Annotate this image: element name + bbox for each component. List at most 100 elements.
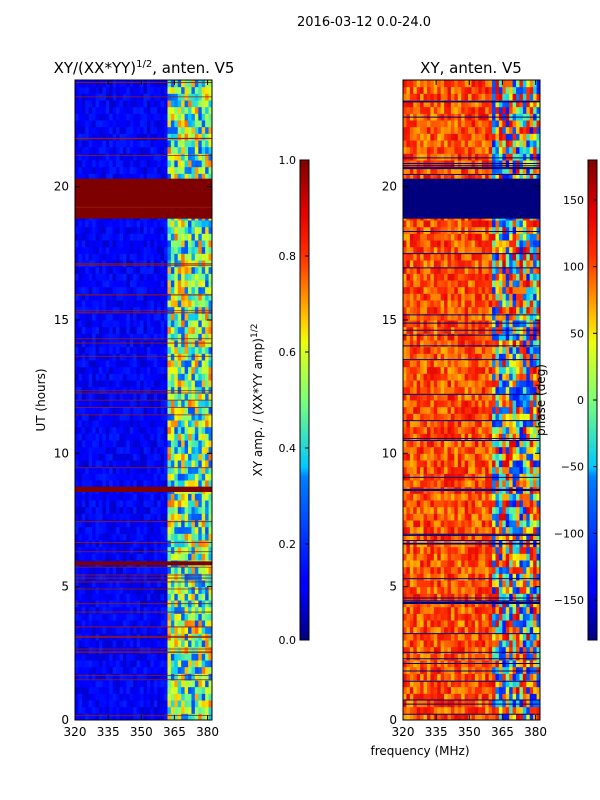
- heatmap-cell: [164, 120, 168, 128]
- heatmap-cell: [75, 353, 79, 361]
- heatmap-cell: [109, 120, 114, 128]
- heatmap-cell: [133, 86, 138, 94]
- heatmap-cell: [177, 266, 182, 274]
- heatmap-cell: [85, 300, 90, 308]
- heatmap-cell: [105, 480, 110, 488]
- heatmap-cell: [201, 233, 206, 241]
- heatmap-cell: [112, 253, 117, 261]
- heatmap-cell: [136, 520, 141, 528]
- heatmap-cell: [194, 586, 199, 594]
- heatmap-cell: [143, 673, 148, 681]
- heatmap-cell: [153, 153, 158, 161]
- heatmap-cell: [157, 480, 162, 488]
- heatmap-cell: [81, 573, 86, 581]
- heatmap-cell: [509, 606, 514, 614]
- heatmap-cell: [75, 113, 79, 121]
- heatmap-cell: [95, 540, 100, 548]
- heatmap-cell: [184, 146, 189, 154]
- heatmap-cell: [413, 546, 418, 554]
- heatmap-cell: [174, 306, 179, 314]
- heatmap-cell: [85, 173, 90, 181]
- heatmap-cell: [146, 300, 151, 308]
- heatmap-cell: [181, 593, 186, 601]
- heatmap-cell: [164, 246, 168, 254]
- heatmap-cell: [488, 673, 493, 681]
- heatmap-cell: [191, 166, 196, 174]
- heatmap-cell: [116, 153, 121, 161]
- heatmap-cell: [478, 573, 483, 581]
- heatmap-cell: [167, 380, 172, 388]
- heatmap-cell: [102, 580, 107, 588]
- heatmap-cell: [85, 366, 90, 374]
- heatmap-cell: [194, 613, 199, 621]
- heatmap-cell: [102, 473, 107, 481]
- heatmap-cell: [181, 160, 186, 168]
- heatmap-cell: [194, 473, 199, 481]
- heatmap-cell: [122, 326, 127, 334]
- heatmap-cell: [509, 666, 514, 674]
- heatmap-cell: [522, 673, 527, 681]
- heatmap-cell: [98, 280, 103, 288]
- heatmap-cell: [105, 173, 110, 181]
- heatmap-cell: [78, 293, 83, 301]
- heatmap-cell: [177, 513, 182, 521]
- heatmap-cell: [406, 606, 411, 614]
- heatmap-cell: [95, 626, 100, 634]
- heatmap-cell: [133, 353, 138, 361]
- heatmap-cell: [174, 440, 179, 448]
- heatmap-cell: [153, 393, 158, 401]
- heatmap-cell: [174, 266, 179, 274]
- heatmap-cell: [150, 373, 155, 381]
- heatmap-cell: [143, 666, 148, 674]
- heatmap-cell: [81, 166, 86, 174]
- heatmap-cell: [88, 573, 93, 581]
- heatmap-cell: [413, 593, 418, 601]
- heatmap-cell: [167, 166, 172, 174]
- heatmap-cell: [98, 406, 103, 414]
- heatmap-cell: [177, 253, 182, 261]
- heatmap-cell: [464, 693, 469, 701]
- heatmap-cell: [170, 466, 175, 474]
- heatmap-cell: [191, 333, 196, 341]
- heatmap-cell: [146, 446, 151, 454]
- heatmap-cell: [153, 106, 158, 114]
- heatmap-cell: [526, 593, 531, 601]
- heatmap-cell: [95, 633, 100, 641]
- heatmap-cell: [129, 706, 134, 714]
- heatmap-cell: [105, 593, 110, 601]
- heatmap-cell: [116, 593, 121, 601]
- heatmap-cell: [498, 680, 503, 688]
- heatmap-cell: [119, 593, 124, 601]
- heatmap-cell: [170, 293, 175, 301]
- heatmap-cell: [505, 553, 510, 561]
- heatmap-cell: [81, 100, 86, 108]
- heatmap-cell: [450, 546, 455, 554]
- heatmap-cell: [440, 593, 445, 601]
- heatmap-cell: [136, 700, 141, 708]
- heatmap-cell: [85, 226, 90, 234]
- heatmap-cell: [164, 293, 168, 301]
- heatmap-cell: [88, 620, 93, 628]
- heatmap-cell: [105, 313, 110, 321]
- heatmap-cell: [181, 473, 186, 481]
- heatmap-cell: [75, 266, 79, 274]
- heatmap-cell: [95, 140, 100, 148]
- heatmap-cell: [502, 573, 507, 581]
- heatmap-cell: [461, 646, 466, 654]
- heatmap-cell: [146, 646, 151, 654]
- heatmap-cell: [191, 713, 196, 720]
- heatmap-cell: [519, 673, 524, 681]
- heatmap-cell: [146, 346, 151, 354]
- heatmap-cell: [129, 573, 134, 581]
- heatmap-cell: [146, 533, 151, 541]
- heatmap-cell: [516, 713, 520, 720]
- heatmap-cell: [160, 626, 165, 634]
- heatmap-cell: [509, 553, 514, 561]
- heatmap-cell: [92, 360, 97, 368]
- heatmap-cell: [140, 313, 144, 321]
- heatmap-cell: [116, 533, 121, 541]
- heatmap-cell: [420, 646, 425, 654]
- heatmap-cell: [208, 366, 212, 374]
- heatmap-cell: [198, 606, 203, 614]
